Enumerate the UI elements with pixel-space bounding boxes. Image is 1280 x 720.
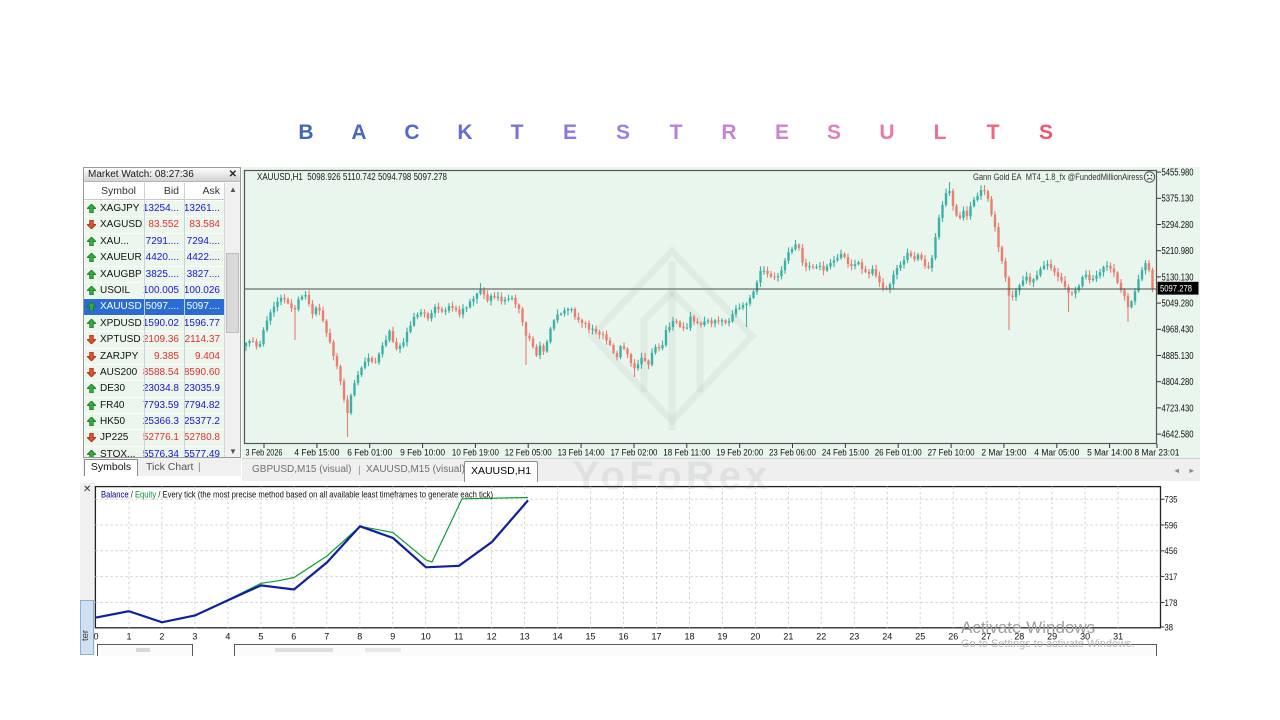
svg-text:ter: ter [80,630,91,641]
svg-text:3: 3 [192,632,197,642]
svg-text:0: 0 [93,632,98,642]
svg-text:15: 15 [585,632,595,642]
svg-text:25: 25 [915,632,925,642]
svg-text:5455.980: 5455.980 [1162,168,1194,179]
svg-text:14: 14 [553,632,563,642]
svg-text:4723.430: 4723.430 [1162,403,1194,414]
svg-text:31: 31 [1113,632,1123,642]
svg-text:5 Mar 14:00: 5 Mar 14:00 [1087,448,1132,458]
svg-text:XAUUSD,H1 5098.926 5110.742 5: XAUUSD,H1 5098.926 5110.742 5094.798 509… [257,172,447,183]
svg-text:8: 8 [357,632,362,642]
svg-text:13 Feb 14:00: 13 Feb 14:00 [558,448,605,458]
svg-text:13: 13 [520,632,530,642]
svg-text:8 Mar 23:01: 8 Mar 23:01 [1135,448,1180,458]
svg-text:28: 28 [1014,632,1024,642]
svg-text:11: 11 [454,632,463,642]
svg-text:735: 735 [1165,495,1178,505]
svg-text:24 Feb 15:00: 24 Feb 15:00 [822,448,869,458]
svg-text:Balance / Equity / Every tick: Balance / Equity / Every tick (the most … [101,490,493,500]
svg-text:4 Feb 15:00: 4 Feb 15:00 [294,448,339,458]
svg-text:2: 2 [159,632,164,642]
svg-text:17 Feb 02:00: 17 Feb 02:00 [611,448,658,458]
svg-text:21: 21 [783,632,793,642]
svg-text:5130.130: 5130.130 [1162,272,1194,283]
svg-text:5: 5 [258,632,263,642]
svg-text:29: 29 [1047,632,1057,642]
svg-text:4: 4 [225,632,230,642]
svg-text:19: 19 [717,632,727,642]
svg-text:9 Feb 10:00: 9 Feb 10:00 [400,448,445,458]
svg-text:317: 317 [1165,572,1178,582]
svg-text:5210.980: 5210.980 [1162,246,1194,257]
svg-text:18 Feb 11:00: 18 Feb 11:00 [663,448,710,458]
svg-text:27 Feb 10:00: 27 Feb 10:00 [928,448,975,458]
svg-text:2 Mar 19:00: 2 Mar 19:00 [981,448,1026,458]
svg-text:YoFoRex: YoFoRex [573,454,771,498]
svg-text:1: 1 [126,632,131,642]
svg-text:18: 18 [684,632,694,642]
svg-text:26 Feb 01:00: 26 Feb 01:00 [875,448,922,458]
svg-text:22: 22 [816,632,826,642]
svg-text:Gann Gold EA MT4_1.8_fx @Fund: Gann Gold EA MT4_1.8_fx @FundedMillionAi… [973,172,1143,183]
svg-text:6 Feb 01:00: 6 Feb 01:00 [347,448,392,458]
svg-text:10: 10 [421,632,431,642]
svg-text:12 Feb 05:00: 12 Feb 05:00 [505,448,552,458]
svg-text:4968.430: 4968.430 [1162,325,1194,336]
svg-text:596: 596 [1165,520,1178,530]
svg-text:17: 17 [651,632,661,642]
svg-text:23: 23 [849,632,859,642]
svg-text:4885.130: 4885.130 [1162,351,1194,362]
svg-text:9: 9 [390,632,395,642]
svg-text:178: 178 [1165,598,1178,608]
svg-text:4 Mar 05:00: 4 Mar 05:00 [1034,448,1079,458]
svg-text:16: 16 [618,632,628,642]
svg-text:5097.278: 5097.278 [1160,283,1192,294]
svg-text:23 Feb 06:00: 23 Feb 06:00 [769,448,816,458]
svg-text:456: 456 [1165,546,1178,556]
svg-text:3 Feb 2026: 3 Feb 2026 [246,448,283,458]
svg-text:5049.280: 5049.280 [1162,299,1194,310]
svg-text:19 Feb 20:00: 19 Feb 20:00 [716,448,763,458]
svg-text:5294.280: 5294.280 [1162,220,1194,231]
svg-text:27: 27 [981,632,991,642]
svg-text:12: 12 [487,632,497,642]
svg-text:30: 30 [1080,632,1090,642]
svg-text:38: 38 [1165,622,1174,632]
svg-text:24: 24 [882,632,892,642]
svg-text:20: 20 [750,632,760,642]
svg-text:7: 7 [324,632,329,642]
svg-text:4804.280: 4804.280 [1162,377,1194,388]
svg-text:10 Feb 19:00: 10 Feb 19:00 [452,448,499,458]
svg-text:5375.130: 5375.130 [1162,194,1194,205]
svg-text:26: 26 [948,632,958,642]
svg-text:4642.580: 4642.580 [1162,430,1194,441]
svg-text:6: 6 [291,632,296,642]
